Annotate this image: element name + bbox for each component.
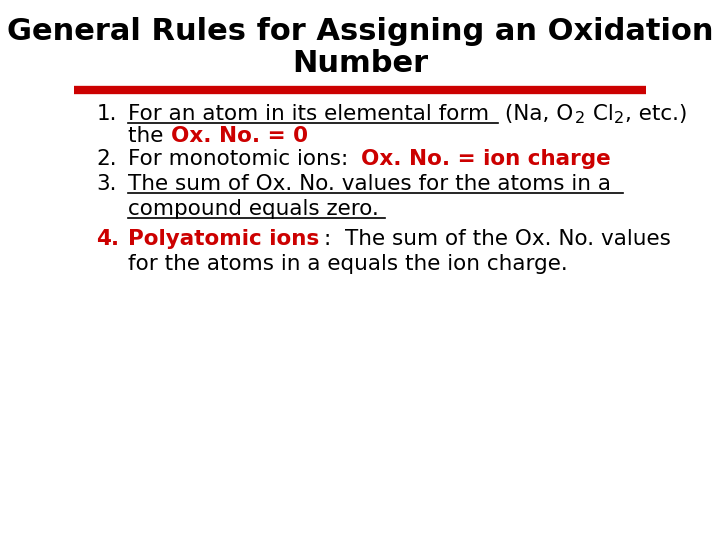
Text: 3.: 3. xyxy=(96,174,117,194)
Text: Number: Number xyxy=(292,50,428,78)
Text: For monotomic ions:: For monotomic ions: xyxy=(128,149,356,169)
Text: 2: 2 xyxy=(614,111,624,126)
Text: For an atom in its elemental form: For an atom in its elemental form xyxy=(128,104,490,124)
Text: General Rules for Assigning an Oxidation: General Rules for Assigning an Oxidation xyxy=(6,17,714,46)
Text: the: the xyxy=(128,126,171,146)
Text: :  The sum of the Ox. No. values: : The sum of the Ox. No. values xyxy=(324,229,671,249)
Text: , etc.): , etc.) xyxy=(624,104,687,124)
Text: 2: 2 xyxy=(575,111,585,126)
Text: 4.: 4. xyxy=(96,229,120,249)
Text: for the atoms in a equals the ion charge.: for the atoms in a equals the ion charge… xyxy=(128,254,568,274)
Text: 2.: 2. xyxy=(96,149,117,169)
Text: 1.: 1. xyxy=(96,104,117,124)
Text: compound equals zero.: compound equals zero. xyxy=(128,199,379,219)
Text: Ox. No. = 0: Ox. No. = 0 xyxy=(171,126,308,146)
Text: (Na, O: (Na, O xyxy=(498,104,573,124)
Text: Cl: Cl xyxy=(585,104,613,124)
Text: Ox. No. = ion charge: Ox. No. = ion charge xyxy=(361,149,611,169)
Text: Polyatomic ions: Polyatomic ions xyxy=(128,229,320,249)
Text: The sum of Ox. No. values for the atoms in a: The sum of Ox. No. values for the atoms … xyxy=(128,174,611,194)
